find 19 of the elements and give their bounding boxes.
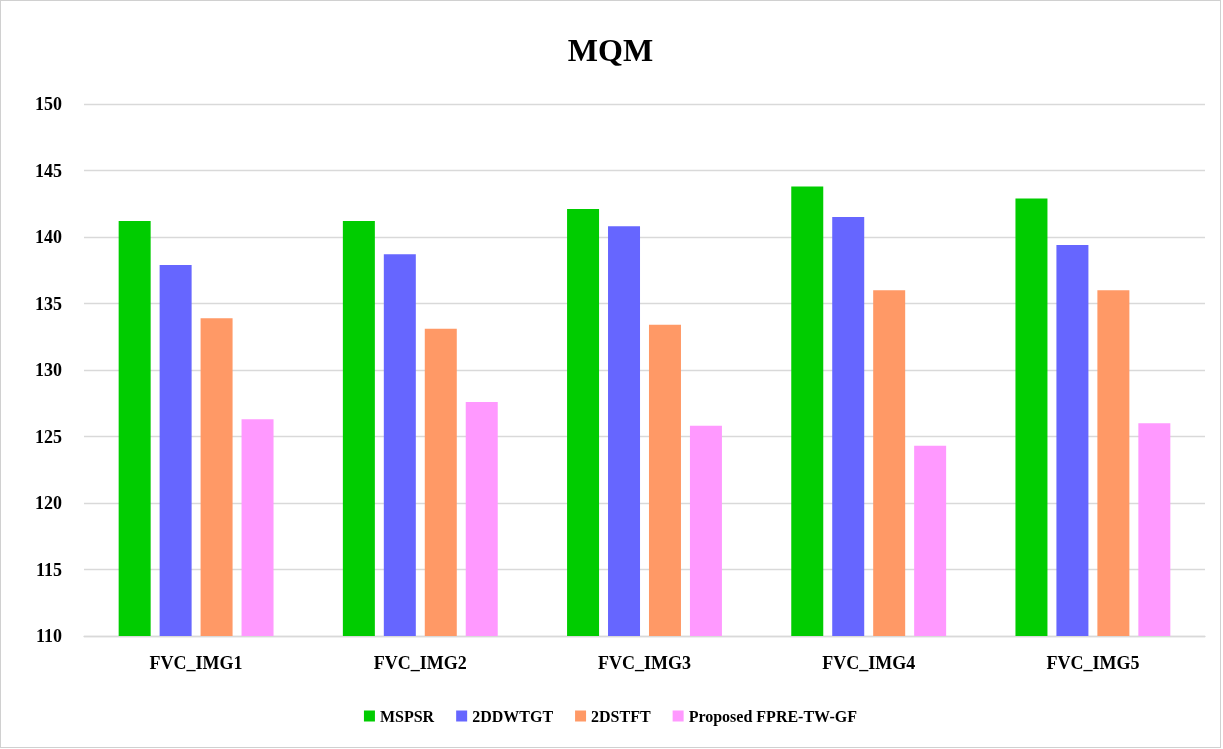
legend-label: 2DSTFT: [591, 707, 651, 725]
x-tick-label: FVC_IMG4: [822, 653, 916, 673]
y-tick-label: 130: [35, 360, 62, 380]
y-tick-label: 110: [35, 626, 62, 646]
y-tick-label: 145: [35, 160, 62, 181]
x-tick-label: FVC_IMG1: [149, 653, 243, 673]
y-tick-label: 125: [35, 426, 62, 447]
legend-label: 2DDWTGT: [472, 707, 554, 725]
y-tick-label: 140: [35, 227, 62, 247]
legend-label: MSPSR: [379, 707, 435, 725]
x-tick-label: FVC_IMG3: [598, 653, 691, 673]
x-tick-label: FVC_IMG2: [373, 653, 467, 673]
y-tick-label: 150: [35, 94, 62, 114]
y-tick-label: 115: [35, 559, 62, 580]
x-tick-label: FVC_IMG5: [1046, 653, 1140, 673]
y-tick-label: 120: [35, 493, 62, 513]
chart-title: MQM: [567, 32, 654, 68]
y-tick-label: 135: [35, 293, 62, 314]
legend-label: Proposed FPRE-TW-GF: [688, 707, 858, 726]
